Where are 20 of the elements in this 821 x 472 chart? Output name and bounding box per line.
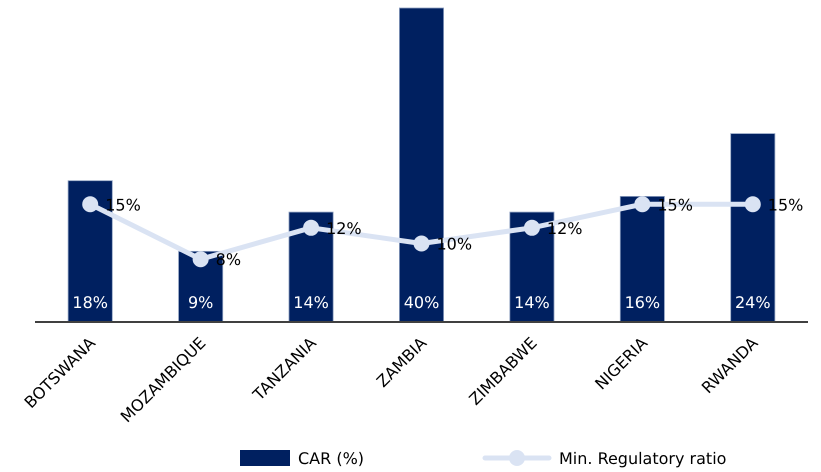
point xyxy=(82,196,98,212)
point xyxy=(303,220,320,236)
data-label: 12% xyxy=(546,218,582,238)
data-label: 40% xyxy=(404,293,440,312)
data-label: 16% xyxy=(624,293,660,312)
point xyxy=(414,236,430,252)
legend-label: Min. Regulatory ratio xyxy=(559,449,726,468)
point xyxy=(744,196,761,212)
point xyxy=(524,220,540,236)
data-label: 9% xyxy=(188,293,214,312)
data-label: 18% xyxy=(72,293,108,312)
data-label: 24% xyxy=(735,293,771,312)
data-label: 14% xyxy=(514,293,550,312)
legend-label: CAR (%) xyxy=(298,449,364,468)
point xyxy=(634,196,650,212)
data-label: 10% xyxy=(436,234,472,254)
data-label: 12% xyxy=(326,218,362,238)
point xyxy=(192,251,209,268)
data-label: 15% xyxy=(657,195,693,214)
data-label: 14% xyxy=(293,293,329,312)
